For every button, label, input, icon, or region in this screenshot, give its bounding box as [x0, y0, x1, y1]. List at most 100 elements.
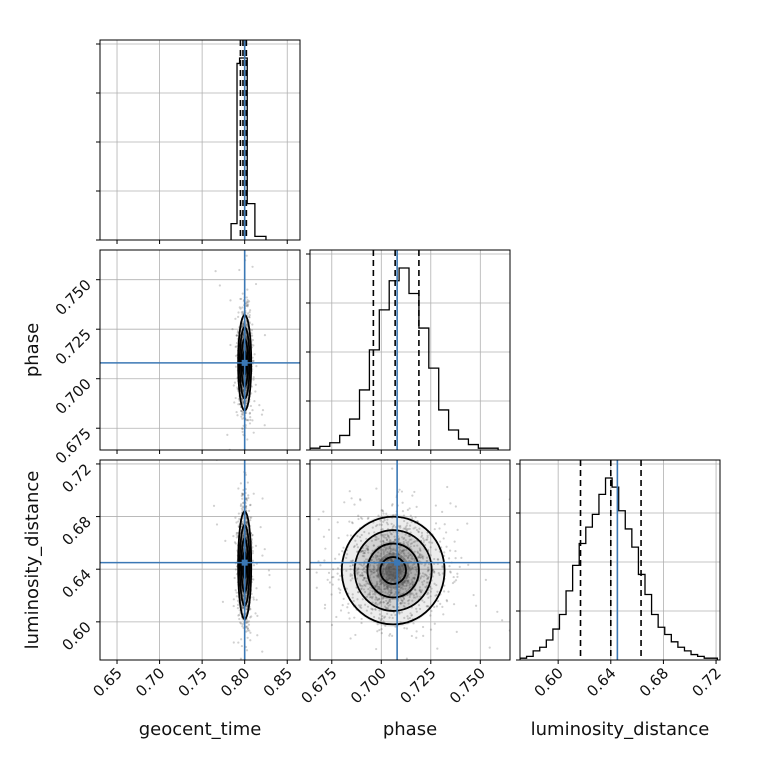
scatter-point — [241, 306, 244, 309]
scatter-point — [212, 504, 216, 507]
scatter-point — [484, 578, 487, 581]
scatter-point — [376, 568, 379, 572]
scatter-point — [441, 605, 444, 608]
scatter-point — [438, 573, 441, 576]
scatter-point — [399, 602, 402, 605]
scatter-point — [241, 523, 244, 526]
scatter-point — [406, 580, 409, 583]
scatter-point — [387, 566, 390, 569]
scatter-point — [337, 587, 340, 590]
scatter-point — [376, 554, 379, 558]
scatter-point — [382, 601, 385, 604]
scatter-point — [394, 572, 397, 575]
scatter-point — [402, 597, 406, 601]
scatter-point — [421, 572, 425, 575]
histogram-step — [310, 267, 499, 450]
scatter-point — [315, 586, 318, 589]
scatter-point — [400, 565, 403, 568]
scatter-point — [404, 539, 407, 542]
scatter-point — [242, 664, 244, 666]
scatter-point — [398, 575, 401, 578]
scatter-point — [351, 559, 354, 563]
scatter-point — [376, 523, 379, 527]
scatter-point — [373, 592, 376, 595]
contour-line — [353, 529, 433, 612]
scatter-point — [426, 605, 429, 608]
scatter-point — [323, 603, 327, 606]
scatter-point — [235, 334, 238, 337]
scatter-point — [239, 409, 243, 412]
scatter-point — [524, 493, 526, 495]
scatter-point — [389, 586, 392, 589]
scatter-point — [233, 202, 235, 204]
scatter-point — [254, 383, 257, 386]
scatter-point — [386, 523, 390, 526]
scatter-point — [245, 499, 249, 502]
scatter-point — [348, 520, 351, 523]
scatter-point — [403, 616, 406, 619]
scatter-point — [388, 539, 391, 542]
scatter-point — [388, 570, 392, 574]
scatter-point — [386, 577, 389, 580]
scatter-point — [425, 581, 429, 584]
scatter-point — [241, 492, 244, 496]
scatter-point — [387, 590, 391, 594]
scatter-point — [353, 503, 356, 506]
scatter-point — [248, 422, 252, 425]
scatter-point — [371, 597, 374, 600]
scatter-point — [400, 587, 403, 590]
scatter-point — [241, 292, 244, 295]
scatter-point — [380, 558, 383, 561]
scatter-point — [245, 497, 248, 501]
scatter-point — [379, 583, 382, 586]
scatter-point — [358, 582, 361, 585]
scatter-point — [303, 642, 305, 644]
scatter-point — [402, 542, 406, 545]
scatter-point — [400, 565, 403, 568]
scatter-point — [234, 542, 237, 545]
scatter-point — [377, 514, 380, 517]
scatter-point — [426, 559, 429, 563]
scatter-point — [409, 568, 412, 571]
scatter-point — [390, 613, 393, 617]
scatter-point — [364, 570, 367, 574]
scatter-point — [386, 579, 390, 582]
scatter-point — [408, 581, 411, 584]
scatter-point — [315, 571, 318, 574]
scatter-point — [357, 568, 360, 571]
scatter-point — [385, 572, 389, 575]
scatter-point — [420, 575, 423, 578]
scatter-point — [571, 517, 573, 519]
scatter-point — [456, 575, 459, 579]
scatter-point — [381, 557, 385, 560]
scatter-point — [331, 568, 335, 571]
scatter-point — [238, 517, 241, 521]
scatter-point — [415, 568, 418, 571]
scatter-point — [359, 604, 363, 607]
scatter-point — [235, 533, 238, 536]
scatter-point — [241, 492, 244, 495]
scatter-point — [367, 532, 371, 535]
scatter-point — [240, 311, 243, 314]
scatter-point — [389, 547, 392, 550]
scatter-point — [427, 566, 430, 569]
scatter-point — [392, 547, 395, 550]
scatter-point — [411, 580, 414, 583]
scatter-point — [386, 601, 390, 605]
scatter-point — [391, 551, 395, 554]
scatter-point — [238, 617, 241, 621]
labels-layer: geocent_time phase luminosity_distance p… — [22, 323, 709, 740]
scatter-point — [378, 558, 381, 561]
scatter-point — [420, 534, 424, 537]
scatter-point — [417, 603, 421, 607]
scatter-point — [374, 593, 377, 596]
scatter-point — [406, 542, 409, 546]
x-tick-label: 0.68 — [636, 664, 672, 700]
scatter-point — [454, 557, 457, 560]
scatter-point — [241, 522, 244, 526]
scatter-point — [392, 554, 395, 557]
scatter-point — [389, 558, 392, 561]
scatter-point — [245, 324, 248, 327]
scatter-point — [381, 510, 385, 513]
scatter-point — [387, 547, 390, 550]
